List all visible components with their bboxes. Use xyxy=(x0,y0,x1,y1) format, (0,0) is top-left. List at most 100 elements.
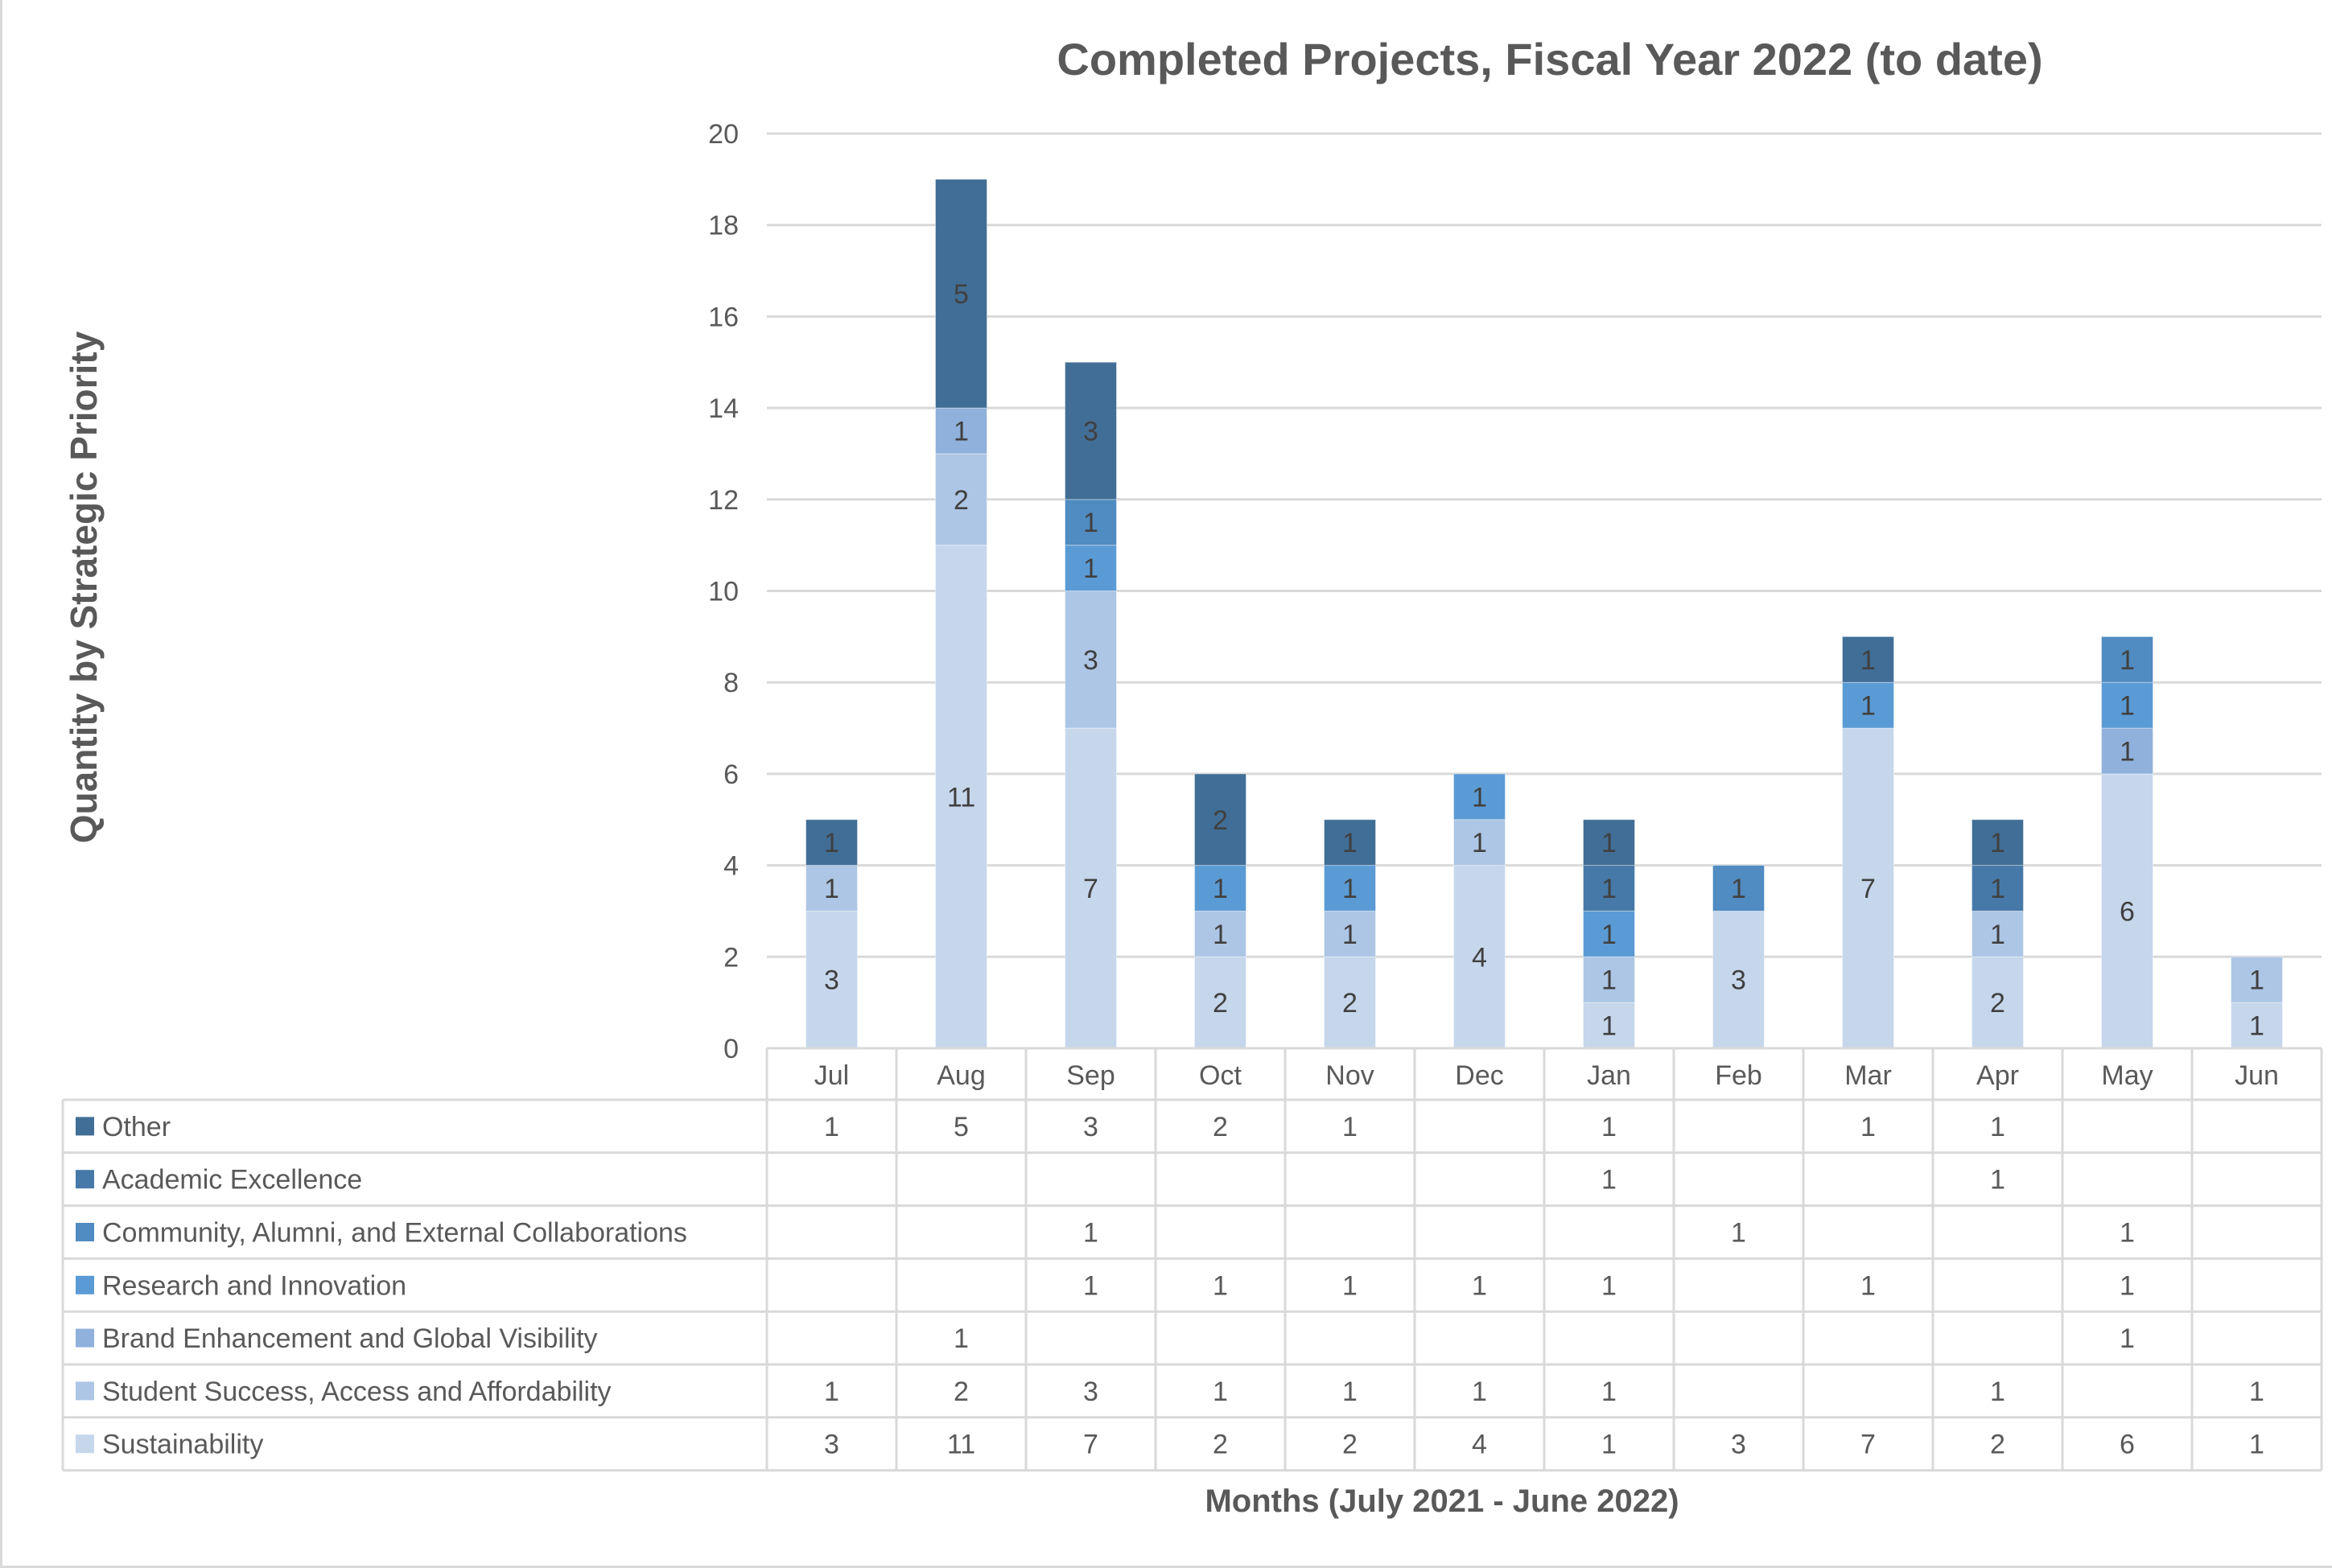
bar-segment-brand-enhancement-and-global-visibility-aug xyxy=(935,407,987,455)
legend-key-brand-enhancement-and-global-visibility xyxy=(76,1328,94,1348)
y-tick-label: 4 xyxy=(723,851,739,882)
legend-label-brand-enhancement-and-global-visibility: Brand Enhancement and Global Visibility xyxy=(102,1323,598,1354)
bar-segment-sustainability-apr xyxy=(1971,956,2024,1049)
bar-segment-sustainability-jul xyxy=(805,910,858,1049)
data-label: 2 xyxy=(1213,805,1228,836)
table-cell: 1 xyxy=(2249,1377,2264,1407)
bar-segment-research-and-innovation-nov xyxy=(1324,865,1376,912)
bar-segment-sustainability-jan xyxy=(1583,1002,1635,1049)
legend-label-community-alumni-and-external-collaborations: Community, Alumni, and External Collabor… xyxy=(102,1218,687,1249)
bar-segment-brand-enhancement-and-global-visibility-may xyxy=(2101,727,2153,775)
table-cell: 3 xyxy=(1731,1430,1746,1460)
x-tick-label-feb: Feb xyxy=(1715,1060,1762,1091)
data-label: 1 xyxy=(824,874,839,904)
table-cell: 7 xyxy=(1860,1430,1876,1460)
bar-segment-student-success-access-and-affordability-nov xyxy=(1324,910,1376,957)
data-label: 7 xyxy=(1083,874,1098,904)
data-label: 2 xyxy=(1990,988,2005,1019)
data-label: 1 xyxy=(1083,508,1098,538)
bar-segment-other-aug xyxy=(935,179,987,409)
data-label: 1 xyxy=(1472,782,1487,813)
bar-segment-sustainability-jun xyxy=(2231,1002,2283,1049)
table-cell: 4 xyxy=(1472,1430,1487,1460)
data-label: 1 xyxy=(1860,691,1876,722)
bar-segment-student-success-access-and-affordability-aug xyxy=(935,453,987,546)
data-label: 1 xyxy=(1213,920,1228,950)
y-tick-label: 0 xyxy=(723,1034,739,1064)
table-cell: 1 xyxy=(1990,1377,2005,1407)
table-cell: 7 xyxy=(1083,1430,1098,1460)
data-label: 1 xyxy=(1860,645,1876,676)
data-label: 1 xyxy=(2120,645,2135,676)
data-label: 1 xyxy=(1342,874,1358,904)
bar-segment-student-success-access-and-affordability-apr xyxy=(1971,910,2024,957)
table-cell: 2 xyxy=(1342,1430,1358,1460)
bar-segment-research-and-innovation-dec xyxy=(1453,773,1506,821)
data-label: 1 xyxy=(1990,874,2005,904)
table-cell: 3 xyxy=(824,1430,839,1460)
x-tick-label-sep: Sep xyxy=(1066,1060,1115,1091)
legend-label-sustainability: Sustainability xyxy=(102,1430,263,1460)
y-tick-label: 8 xyxy=(723,668,739,698)
bar-segment-other-mar xyxy=(1842,636,1894,683)
table-cell: 2 xyxy=(1990,1430,2005,1460)
table-cell: 1 xyxy=(1213,1270,1228,1301)
data-label: 1 xyxy=(2249,965,2264,996)
data-label: 11 xyxy=(947,782,975,813)
data-label: 1 xyxy=(2120,691,2135,722)
bar-segment-sustainability-mar xyxy=(1842,727,1894,1049)
data-label: 1 xyxy=(1472,828,1487,858)
data-label: 3 xyxy=(824,965,839,996)
table-cell: 1 xyxy=(1860,1270,1876,1301)
table-cell: 5 xyxy=(954,1112,969,1142)
y-tick-label: 2 xyxy=(723,942,739,973)
table-cell: 3 xyxy=(1083,1377,1098,1407)
table-cell: 1 xyxy=(1083,1270,1098,1301)
data-label: 1 xyxy=(1083,554,1098,584)
bar-segment-sustainability-nov xyxy=(1324,956,1376,1049)
bar-segment-academic-excellence-apr xyxy=(1971,865,2024,912)
table-cell: 3 xyxy=(1083,1112,1098,1142)
bar-segment-sustainability-feb xyxy=(1712,910,1765,1049)
table-cell: 1 xyxy=(1990,1112,2005,1142)
bar-segment-other-jan xyxy=(1583,819,1635,866)
y-tick-label: 14 xyxy=(708,393,739,424)
gridlines xyxy=(767,132,2322,958)
x-tick-label-dec: Dec xyxy=(1455,1060,1503,1091)
table-cell: 1 xyxy=(1213,1377,1228,1407)
legend-key-sustainability xyxy=(76,1434,94,1454)
bar-segment-research-and-innovation-oct xyxy=(1194,865,1246,912)
table-cell: 1 xyxy=(1083,1218,1098,1249)
y-tick-label: 16 xyxy=(708,302,739,332)
data-label: 4 xyxy=(1472,942,1487,973)
bar-segment-other-sep xyxy=(1065,361,1117,500)
data-label: 1 xyxy=(1990,920,2005,950)
table-cell: 6 xyxy=(2120,1430,2135,1460)
data-label: 1 xyxy=(1731,874,1746,904)
table-cell: 1 xyxy=(2120,1218,2135,1249)
bar-segment-research-and-innovation-jan xyxy=(1583,910,1635,957)
table-cell: 1 xyxy=(1601,1165,1617,1196)
data-table: Jul Aug Sep Oct Nov Dec Jan Feb Mar Apr May Jun Othe… xyxy=(61,1047,2323,1472)
x-tick-label-apr: Apr xyxy=(1976,1060,2019,1091)
table-cell: 1 xyxy=(1472,1270,1487,1301)
bar-segment-other-apr xyxy=(1971,819,2024,866)
legend-label-student-success-access-and-affordability: Student Success, Access and Affordabilit… xyxy=(102,1377,612,1407)
table-cell: 2 xyxy=(954,1377,969,1407)
x-tick-label-jul: Jul xyxy=(814,1060,849,1091)
table-cell: 1 xyxy=(1731,1218,1746,1249)
bar-segment-sustainability-oct xyxy=(1194,956,1246,1049)
data-label: 3 xyxy=(1083,417,1098,447)
legend-key-community-alumni-and-external-collaborations xyxy=(76,1223,94,1241)
y-tick-label: 6 xyxy=(723,759,739,790)
legend-label-research-and-innovation: Research and Innovation xyxy=(102,1270,406,1301)
chart-title: Completed Projects, Fiscal Year 2022 (to… xyxy=(1057,34,2042,84)
data-label: 1 xyxy=(824,828,839,858)
table-cell: 1 xyxy=(1990,1165,2005,1196)
table-cell: 1 xyxy=(954,1323,969,1354)
bar-segment-student-success-access-and-affordability-jun xyxy=(2231,956,2283,1003)
data-label: 1 xyxy=(1601,828,1617,858)
x-tick-label-mar: Mar xyxy=(1844,1060,1892,1091)
table-cell: 1 xyxy=(1601,1270,1617,1301)
legend-label-other: Other xyxy=(102,1112,171,1142)
